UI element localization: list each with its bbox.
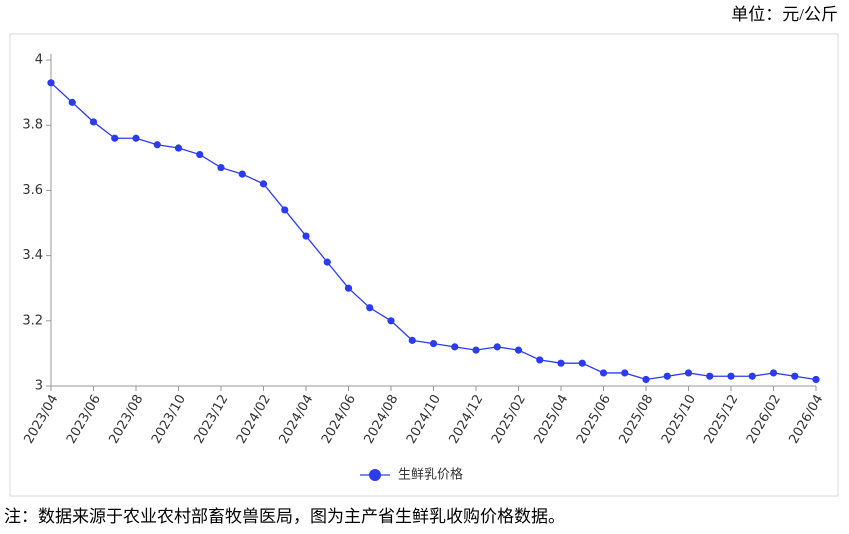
x-tick-label: 2024/08 [361, 392, 401, 446]
x-tick-label: 2026/04 [786, 392, 826, 446]
data-point [621, 369, 629, 377]
data-point [642, 375, 650, 384]
footnote: 注：数据来源于农业农村部畜牧兽医局，图为主产省生鲜乳收购价格数据。 [4, 507, 565, 526]
unit-label: 单位：元/公斤 [731, 5, 838, 24]
data-point [366, 304, 374, 312]
x-tick-label: 2023/04 [21, 392, 61, 446]
x-tick-label: 2025/04 [531, 392, 571, 446]
data-point [451, 343, 459, 351]
y-tick-label: 3.6 [22, 183, 43, 198]
chart-frame [9, 33, 839, 497]
data-point [791, 372, 799, 380]
data-point [429, 340, 438, 348]
x-tick-label: 2024/02 [234, 392, 274, 446]
x-tick-label: 2024/04 [276, 392, 316, 446]
data-point [408, 336, 416, 344]
x-tick-label: 2025/10 [659, 392, 699, 446]
data-point [174, 144, 183, 152]
y-tick-label: 4 [35, 53, 43, 68]
data-point [323, 258, 331, 266]
data-point [259, 180, 268, 188]
data-point [196, 150, 204, 159]
data-point [578, 359, 586, 367]
x-tick-label: 2025/12 [701, 392, 741, 446]
data-point [238, 170, 246, 178]
data-point [769, 369, 778, 377]
data-point [663, 372, 671, 380]
legend-marker [369, 469, 381, 481]
x-tick-label: 2023/06 [64, 392, 104, 446]
data-point [557, 359, 565, 367]
data-point [727, 372, 735, 380]
data-point [344, 284, 353, 292]
x-tick-label: 2024/12 [446, 392, 486, 446]
x-tick-label: 2023/08 [106, 392, 146, 446]
series-line [50, 82, 817, 381]
data-point [111, 134, 119, 142]
data-point [68, 98, 76, 106]
data-point [302, 232, 310, 240]
data-point [493, 343, 501, 351]
y-tick-label: 3.4 [22, 248, 43, 263]
data-point [387, 317, 395, 325]
data-point [514, 346, 523, 354]
x-tick-label: 2025/06 [574, 392, 614, 446]
data-point [132, 134, 140, 142]
data-point [706, 372, 714, 380]
data-point [89, 118, 98, 126]
x-tick-label: 2024/06 [319, 392, 359, 446]
data-point [472, 346, 480, 354]
x-tick-label: 2023/12 [191, 392, 231, 446]
x-tick-label: 2023/10 [149, 392, 189, 446]
x-tick-label: 2025/02 [489, 392, 529, 446]
x-tick-label: 2026/02 [744, 392, 784, 446]
legend-label: 生鲜乳价格 [398, 467, 463, 483]
data-point [281, 206, 289, 214]
data-point [748, 372, 756, 380]
data-point [536, 356, 544, 364]
data-point [684, 369, 693, 377]
data-point [153, 141, 161, 149]
data-point [599, 369, 608, 377]
data-point [217, 163, 225, 172]
y-tick-label: 3.2 [22, 313, 43, 328]
data-point [47, 79, 55, 87]
y-tick-label: 3.8 [22, 118, 43, 133]
x-tick-label: 2024/10 [404, 392, 444, 446]
y-tick-label: 3 [35, 379, 43, 394]
x-tick-label: 2025/08 [616, 392, 656, 446]
data-point [812, 375, 820, 384]
